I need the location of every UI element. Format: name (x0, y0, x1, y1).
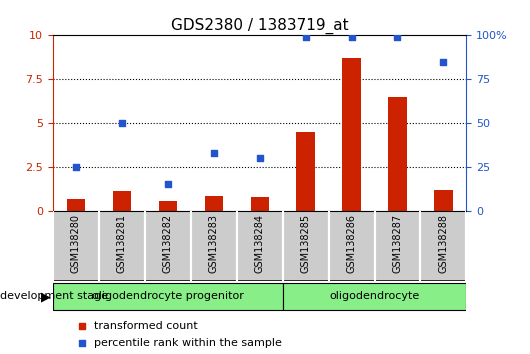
Bar (434, 190, 453, 211)
Bar (205, 196, 223, 211)
Bar (158, 201, 177, 211)
Bar (420, 211, 466, 281)
Text: ▶: ▶ (41, 290, 50, 303)
Bar (191, 211, 237, 281)
Text: GSM138282: GSM138282 (163, 214, 173, 273)
Bar (99, 211, 145, 281)
Point (347, 34, 356, 40)
Text: development stage: development stage (0, 291, 108, 302)
Point (78, 323, 86, 329)
Bar (342, 58, 361, 211)
Bar (282, 211, 329, 281)
Text: GSM138285: GSM138285 (301, 214, 311, 273)
Point (302, 34, 310, 40)
Bar (145, 211, 191, 281)
Point (209, 150, 218, 156)
Bar (67, 199, 85, 211)
Text: GSM138281: GSM138281 (117, 214, 127, 273)
Text: GSM138284: GSM138284 (255, 214, 264, 273)
Point (439, 59, 448, 64)
Point (72, 164, 80, 170)
Text: oligodendrocyte: oligodendrocyte (330, 291, 420, 302)
Text: GSM138280: GSM138280 (71, 214, 81, 273)
Bar (237, 211, 282, 281)
Bar (113, 192, 131, 211)
Bar (251, 198, 269, 211)
Point (118, 120, 126, 126)
Text: GSM138286: GSM138286 (347, 214, 357, 273)
Text: oligodendrocyte progenitor: oligodendrocyte progenitor (92, 291, 244, 302)
Bar (53, 211, 99, 281)
Bar (282, 283, 466, 310)
Bar (53, 283, 282, 310)
Bar (296, 132, 315, 211)
Point (255, 155, 264, 161)
Point (78, 341, 86, 346)
Title: GDS2380 / 1383719_at: GDS2380 / 1383719_at (171, 18, 349, 34)
Bar (388, 97, 407, 211)
Point (393, 34, 402, 40)
Text: GSM138283: GSM138283 (209, 214, 219, 273)
Text: percentile rank within the sample: percentile rank within the sample (94, 338, 282, 348)
Text: GSM138288: GSM138288 (438, 214, 448, 273)
Point (164, 182, 172, 187)
Text: transformed count: transformed count (94, 321, 198, 331)
Bar (375, 211, 420, 281)
Text: GSM138287: GSM138287 (393, 214, 402, 273)
Bar (329, 211, 375, 281)
